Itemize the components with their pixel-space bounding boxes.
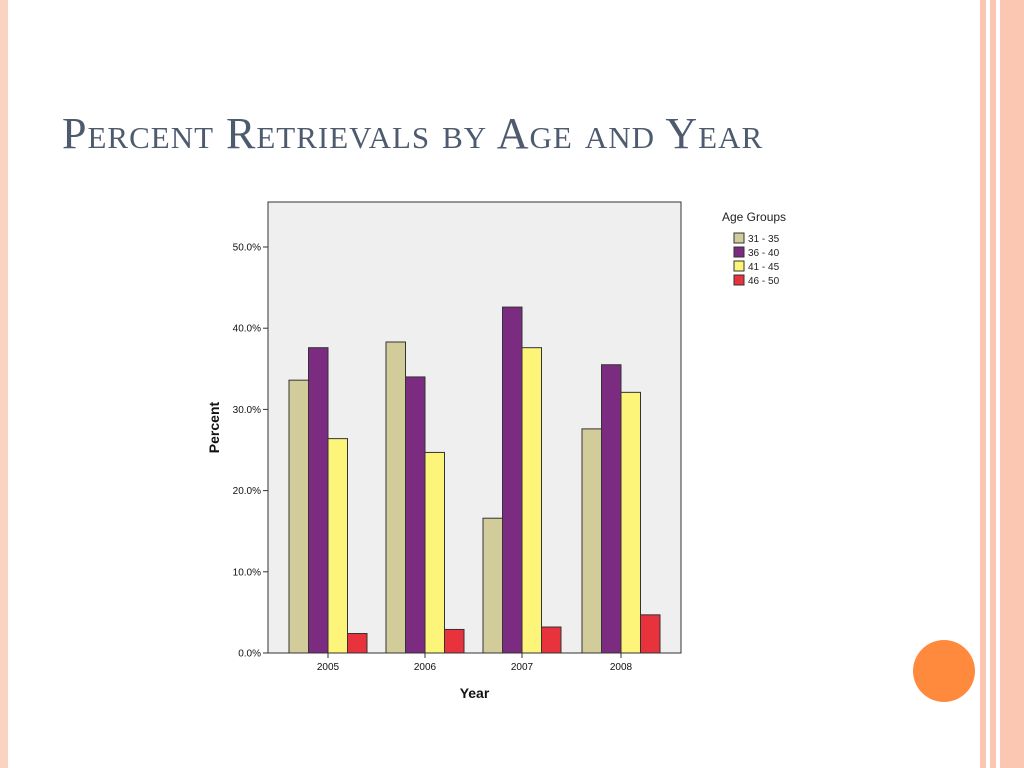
y-tick-label: 30.0%	[233, 405, 261, 416]
bar-41-45-2007	[521, 347, 542, 654]
y-tick-label: 40.0%	[233, 324, 261, 335]
bar-36-40-2005	[308, 347, 329, 654]
legend-swatch	[733, 232, 745, 244]
y-tick-label: 20.0%	[233, 486, 261, 497]
bar-41-45-2005	[327, 438, 348, 654]
bar-36-40-2007	[502, 306, 523, 654]
bar-46-50-2005	[347, 633, 368, 654]
bar-46-50-2007	[541, 626, 562, 654]
legend-swatch	[733, 260, 745, 272]
legend-label: 46 - 50	[748, 276, 780, 287]
legend-swatch	[733, 246, 745, 258]
y-tick-label: 0.0%	[238, 649, 261, 660]
bar-41-45-2008	[620, 391, 641, 654]
bar-31-35-2008	[581, 428, 602, 654]
bar-46-50-2008	[640, 614, 661, 654]
bar-36-40-2006	[405, 376, 426, 654]
x-tick-label: 2008	[610, 662, 633, 673]
x-axis-title: Year	[460, 685, 490, 701]
x-tick-label: 2007	[511, 662, 534, 673]
right-border-stripe	[990, 0, 996, 768]
left-border-stripe	[0, 0, 8, 768]
y-tick-label: 50.0%	[233, 243, 261, 254]
legend-swatch	[733, 274, 745, 286]
right-border-stripe	[980, 0, 986, 768]
x-tick-label: 2005	[317, 662, 340, 673]
bar-46-50-2006	[444, 628, 465, 654]
decorative-circle	[913, 640, 975, 702]
bar-31-35-2007	[482, 517, 503, 654]
legend-label: 36 - 40	[748, 248, 780, 259]
bar-41-45-2006	[424, 451, 445, 654]
y-axis-title: Percent	[206, 401, 222, 453]
legend-title: Age Groups	[722, 210, 786, 224]
right-border-stripe	[1000, 0, 1024, 768]
x-tick-label: 2006	[414, 662, 437, 673]
y-tick-label: 10.0%	[233, 567, 261, 578]
slide-title: Percent Retrievals by Age and Year	[62, 109, 764, 158]
bar-31-35-2006	[385, 341, 406, 654]
bar-36-40-2008	[601, 364, 622, 654]
bar-31-35-2005	[288, 379, 309, 654]
legend-label: 31 - 35	[748, 234, 780, 245]
legend-label: 41 - 45	[748, 262, 780, 273]
